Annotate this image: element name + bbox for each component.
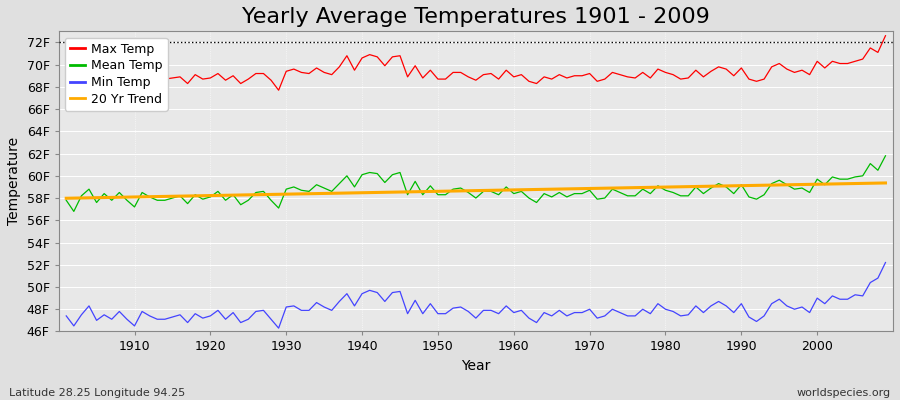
Text: Latitude 28.25 Longitude 94.25: Latitude 28.25 Longitude 94.25 — [9, 388, 185, 398]
Text: worldspecies.org: worldspecies.org — [796, 388, 891, 398]
Legend: Max Temp, Mean Temp, Min Temp, 20 Yr Trend: Max Temp, Mean Temp, Min Temp, 20 Yr Tre… — [65, 38, 167, 111]
Y-axis label: Temperature: Temperature — [7, 137, 21, 226]
X-axis label: Year: Year — [461, 359, 491, 373]
Title: Yearly Average Temperatures 1901 - 2009: Yearly Average Temperatures 1901 - 2009 — [242, 7, 710, 27]
